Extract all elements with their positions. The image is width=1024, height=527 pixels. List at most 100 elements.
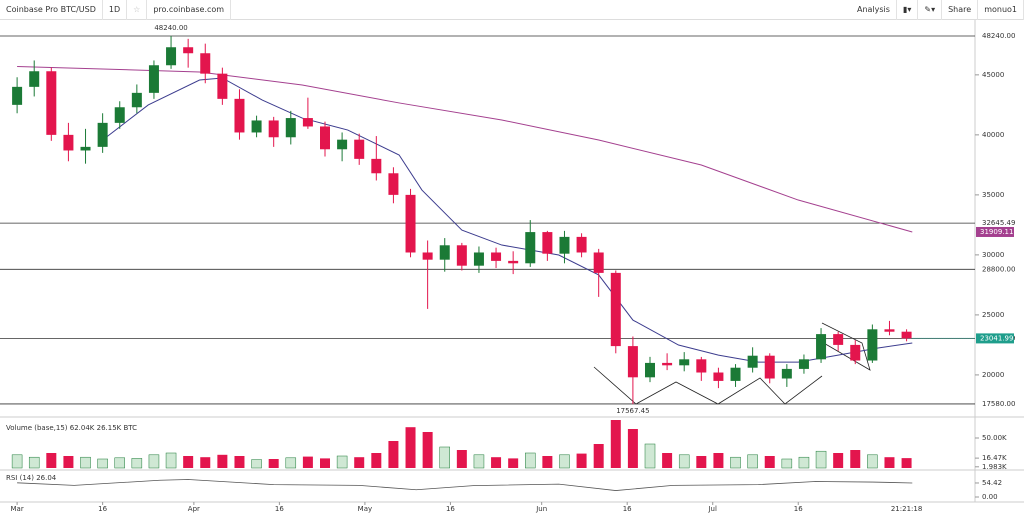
volume-bar	[131, 458, 143, 469]
candle-body	[627, 346, 638, 378]
moving-average	[102, 77, 913, 363]
volume-bar	[183, 456, 194, 468]
price-box-label: 23041.99	[980, 334, 1013, 342]
toolbar: Coinbase Pro BTC/USD 1D ☆ pro.coinbase.c…	[0, 0, 1024, 20]
volume-bar	[508, 458, 519, 468]
background	[0, 20, 1024, 527]
volume-bar	[781, 458, 793, 469]
volume-bar	[234, 456, 245, 468]
volume-bar	[28, 456, 40, 469]
candle-body	[268, 120, 279, 138]
volume-bar	[11, 454, 23, 469]
volume-bar	[268, 459, 279, 468]
volume-bar	[901, 458, 912, 468]
x-tick-label: 16	[623, 505, 632, 513]
volume-bar	[747, 454, 758, 469]
site: pro.coinbase.com	[147, 0, 232, 20]
volume-bar	[542, 456, 553, 468]
level-label: 48240.00	[982, 32, 1015, 40]
candle-body	[901, 331, 912, 339]
symbol[interactable]: Coinbase Pro BTC/USD	[0, 0, 103, 20]
volume-bar	[833, 453, 844, 468]
candle-body	[114, 107, 125, 123]
volume-bar	[815, 450, 827, 469]
chart-style[interactable]: ▮▾	[897, 0, 919, 20]
volume-bar	[559, 454, 570, 469]
analysis[interactable]: Analysis	[851, 0, 897, 20]
price-box-label: 31909.11	[980, 228, 1013, 236]
candle-body	[764, 355, 775, 379]
volume-bar	[439, 446, 450, 469]
y-tick-label: 20000	[982, 371, 1004, 379]
candle-body	[439, 245, 450, 260]
volume-bar	[336, 455, 348, 469]
flag-drawing	[821, 322, 871, 371]
volume-bar	[114, 457, 125, 469]
y-tick-label: 35000	[982, 191, 1004, 199]
x-tick-label: Jul	[707, 505, 717, 513]
candle-body	[302, 118, 313, 127]
candle-body	[491, 252, 502, 261]
volume-bar	[610, 420, 621, 468]
annotation: 48240.00	[154, 24, 187, 32]
volume-bar	[46, 453, 57, 468]
y-tick-label: 50.00K	[982, 434, 1007, 442]
rsi-title: RSI (14) 26.04	[6, 474, 57, 482]
x-tick-label: Mar	[10, 505, 23, 513]
candle-body	[405, 194, 416, 253]
candle-body	[610, 272, 621, 347]
volume-bar	[217, 454, 228, 468]
volume-bar	[867, 454, 878, 469]
candle-body	[850, 344, 861, 361]
candle-body	[234, 98, 245, 133]
candle-body	[884, 329, 895, 332]
volume-bar	[456, 450, 467, 468]
x-tick-label: 16	[446, 505, 455, 513]
share[interactable]: Share	[942, 0, 979, 20]
volume-bar	[627, 429, 638, 468]
x-tick-label: 16	[275, 505, 284, 513]
volume-bar	[576, 453, 587, 468]
y-tick-label: 1.983K	[982, 463, 1007, 471]
volume-bar	[525, 452, 536, 469]
x-tick-label: Jun	[535, 505, 547, 513]
candle-body	[166, 47, 177, 66]
candle-body	[183, 47, 194, 54]
volume-bar	[97, 458, 108, 469]
candle-body	[251, 120, 262, 133]
candle-body	[816, 334, 827, 360]
volume-bar	[371, 453, 382, 468]
draw[interactable]: ✎▾	[918, 0, 943, 20]
volume-bar	[884, 457, 895, 468]
volume-bar	[713, 453, 724, 468]
volume-bar	[764, 456, 775, 468]
candle-body	[217, 73, 228, 99]
rsi-line	[17, 479, 913, 491]
candle-body	[354, 139, 365, 159]
candle-body	[508, 260, 519, 264]
candle-body	[798, 359, 809, 369]
candle-body	[148, 65, 159, 93]
candle-body	[371, 158, 382, 174]
countdown: 21:21:18	[891, 505, 922, 513]
candle-body	[97, 122, 108, 147]
candle-body	[747, 355, 758, 368]
candle-body	[320, 126, 330, 150]
volume-bar	[696, 456, 707, 468]
volume-bar	[798, 456, 810, 469]
volume-bar	[320, 458, 330, 468]
level-label: 17580.00	[982, 400, 1015, 408]
favorite[interactable]: ☆	[127, 0, 148, 20]
candle-body	[781, 368, 792, 379]
candle-body	[662, 362, 673, 366]
level-label: 32645.49	[982, 219, 1015, 227]
candle-body	[593, 252, 604, 273]
y-tick-label: 30000	[982, 251, 1004, 259]
annotation: 17567.45	[616, 407, 649, 415]
volume-bar	[165, 452, 177, 469]
candle-body	[730, 367, 741, 381]
interval[interactable]: 1D	[103, 0, 128, 20]
candle-body	[645, 362, 655, 378]
candle-body	[131, 92, 142, 108]
